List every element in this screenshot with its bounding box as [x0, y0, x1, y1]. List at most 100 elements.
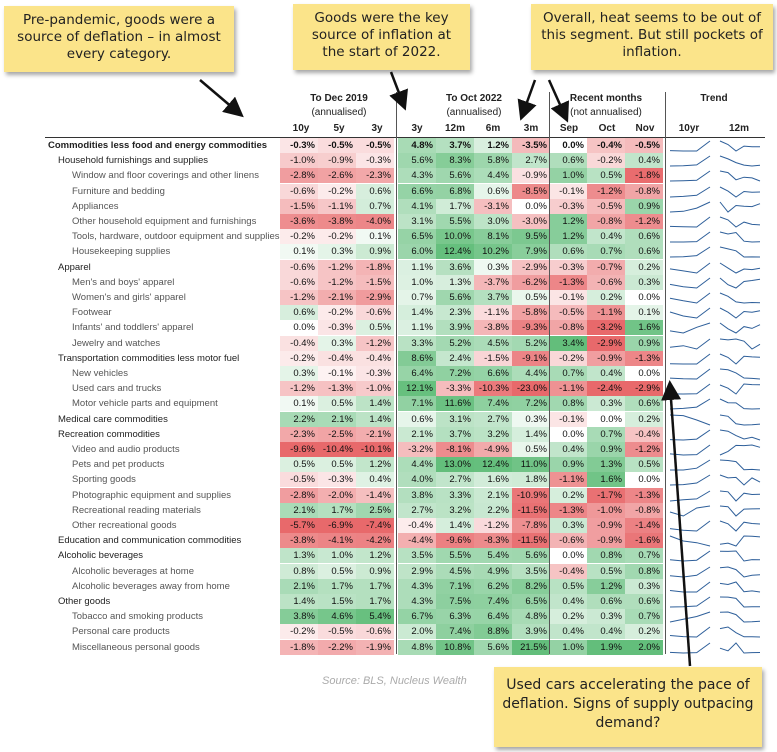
- value-cell: 0.3%: [549, 518, 587, 533]
- value-cell: -0.5%: [587, 198, 625, 214]
- value-cell: -2.9%: [512, 259, 550, 275]
- value-cell: 0.2%: [625, 411, 663, 427]
- value-cell: 2.0%: [625, 639, 663, 655]
- value-cell: 4.8%: [398, 639, 436, 655]
- value-cell: 0.6%: [398, 411, 436, 427]
- header-divider: [45, 137, 765, 138]
- value-cell: 3.7%: [436, 138, 474, 153]
- value-cell: -0.9%: [587, 350, 625, 366]
- value-cell: -1.3%: [318, 381, 356, 397]
- value-cell: 1.1%: [398, 320, 436, 336]
- value-cell: 0.4%: [587, 624, 625, 640]
- row-label: Men's and boys' apparel: [72, 276, 175, 288]
- value-cell: 0.7%: [587, 426, 625, 442]
- trend-sparkline: [669, 581, 711, 593]
- group-header-trend: Trend: [700, 93, 728, 104]
- value-cell: -4.2%: [356, 533, 394, 549]
- trend-sparkline: [669, 520, 711, 532]
- value-cell: -3.2%: [398, 442, 436, 457]
- value-cell: 0.7%: [356, 198, 394, 214]
- value-cell: -9.6%: [436, 533, 474, 549]
- value-cell: 0.3%: [625, 274, 663, 290]
- trend-sparkline: [719, 581, 761, 593]
- column-divider: [396, 92, 397, 654]
- value-cell: 10.2%: [474, 244, 512, 260]
- value-cell: 10.8%: [436, 639, 474, 655]
- value-cell: -2.8%: [280, 168, 318, 184]
- value-cell: 1.4%: [356, 396, 394, 412]
- row-label: Women's and girls' apparel: [72, 292, 186, 303]
- value-cell: 0.6%: [356, 183, 394, 199]
- value-cell: -0.2%: [280, 624, 318, 640]
- row-label: Tobacco and smoking products: [72, 611, 203, 623]
- trend-sparkline: [719, 353, 761, 365]
- value-cell: -1.3%: [625, 487, 663, 503]
- value-cell: 4.8%: [512, 609, 550, 625]
- value-cell: 4.3%: [398, 594, 436, 609]
- value-cell: 21.5%: [512, 639, 550, 655]
- value-cell: 0.5%: [625, 457, 663, 473]
- source-note: Source: BLS, Nucleus Wealth: [322, 675, 467, 687]
- value-cell: -1.5%: [280, 198, 318, 214]
- trend-sparkline: [669, 170, 711, 182]
- value-cell: 5.8%: [474, 153, 512, 169]
- value-cell: -1.2%: [474, 518, 512, 533]
- row-label: Commodities less food and energy commodi…: [48, 140, 268, 151]
- row-label: Other household equipment and furnishing…: [72, 216, 257, 227]
- trend-sparkline: [719, 368, 761, 380]
- value-cell: -0.5%: [318, 138, 356, 153]
- trend-sparkline: [719, 566, 761, 578]
- value-cell: -0.1%: [549, 183, 587, 199]
- value-cell: 5.5%: [436, 548, 474, 564]
- value-cell: -1.8%: [625, 168, 663, 184]
- value-cell: 0.0%: [625, 366, 663, 381]
- value-cell: -1.1%: [474, 305, 512, 321]
- value-cell: 0.4%: [356, 472, 394, 488]
- trend-sparkline: [719, 398, 761, 410]
- value-cell: 4.1%: [398, 198, 436, 214]
- value-cell: 3.3%: [398, 335, 436, 351]
- trend-sparkline: [719, 626, 761, 638]
- value-cell: 1.4%: [356, 411, 394, 427]
- value-cell: -1.2%: [280, 290, 318, 305]
- value-cell: 4.5%: [436, 563, 474, 579]
- value-cell: 1.6%: [625, 320, 663, 336]
- value-cell: 2.1%: [280, 578, 318, 594]
- value-cell: -3.1%: [474, 198, 512, 214]
- value-cell: -7.4%: [356, 518, 394, 533]
- row-label: Housekeeping supplies: [72, 246, 171, 258]
- value-cell: -4.0%: [356, 214, 394, 229]
- annotation-used-cars: Used cars accelerating the pace of defla…: [494, 667, 762, 747]
- trend-sparkline: [669, 414, 711, 426]
- value-cell: -5.7%: [280, 518, 318, 533]
- value-cell: -2.9%: [356, 290, 394, 305]
- column-divider: [549, 92, 550, 654]
- value-cell: 2.5%: [356, 502, 394, 518]
- row-label: Other recreational goods: [72, 520, 177, 531]
- value-cell: 0.3%: [625, 578, 663, 594]
- value-cell: 0.6%: [474, 183, 512, 199]
- trend-sparkline: [669, 368, 711, 380]
- row-label: Apparel: [58, 261, 91, 273]
- value-cell: -1.8%: [356, 259, 394, 275]
- value-cell: 2.1%: [474, 487, 512, 503]
- trend-sparkline: [669, 201, 711, 213]
- value-cell: 0.7%: [625, 548, 663, 564]
- value-cell: 0.1%: [356, 229, 394, 245]
- trend-sparkline: [669, 353, 711, 365]
- value-cell: 2.7%: [512, 153, 550, 169]
- value-cell: 3.2%: [436, 502, 474, 518]
- trend-sparkline: [669, 216, 711, 228]
- value-cell: -3.8%: [318, 214, 356, 229]
- value-cell: 0.5%: [549, 578, 587, 594]
- value-cell: 8.2%: [512, 578, 550, 594]
- value-cell: -2.9%: [625, 381, 663, 397]
- trend-sparkline: [669, 535, 711, 547]
- trend-sparkline: [719, 216, 761, 228]
- value-cell: -0.3%: [318, 320, 356, 336]
- value-cell: -0.3%: [356, 153, 394, 169]
- value-cell: 7.1%: [398, 396, 436, 412]
- value-cell: 0.9%: [356, 244, 394, 260]
- value-cell: -1.2%: [280, 381, 318, 397]
- value-cell: 1.7%: [356, 578, 394, 594]
